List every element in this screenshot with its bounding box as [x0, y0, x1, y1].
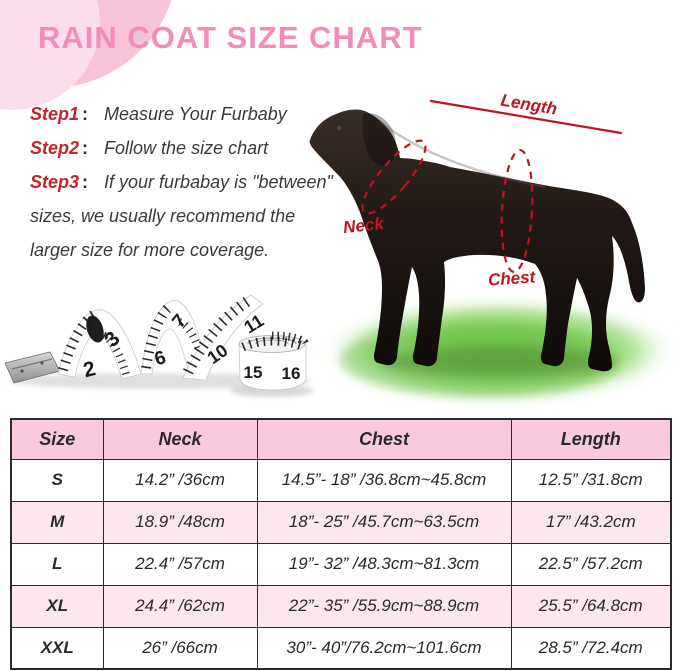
step-2-text: Follow the size chart — [104, 138, 269, 158]
tape-number: 2 — [81, 357, 98, 382]
dog-shadow — [382, 347, 618, 377]
header-length: Length — [510, 418, 672, 460]
tape-metal-end — [4, 351, 61, 384]
cell-neck: 18.9” /48cm — [102, 500, 258, 544]
dog-back-sheen — [379, 120, 546, 189]
step-2-label: Step2 — [30, 138, 80, 158]
chest-annotation: Chest — [487, 148, 537, 290]
step-1-text: Measure Your Furbaby — [104, 104, 287, 124]
cell-neck: 14.2” /36cm — [102, 458, 258, 502]
table-row: S 14.2” /36cm 14.5”- 18” /36.8cm~45.8cm … — [10, 458, 672, 502]
step-1-label: Step1 — [30, 104, 80, 124]
dog-eye — [336, 125, 342, 131]
step-3: Step3: If your furbabay is "between" — [30, 172, 333, 192]
page-title: RAIN COAT SIZE CHART — [38, 20, 423, 55]
step-3-continuation-1: sizes, we usually recommend the — [30, 206, 296, 226]
cell-length: 17” /43.2cm — [510, 500, 672, 544]
chest-label: Chest — [487, 267, 537, 289]
grass — [320, 297, 679, 405]
neck-annotation: Neck — [342, 139, 427, 237]
tape-number: 16 — [282, 364, 301, 383]
cell-neck: 24.4” /62cm — [102, 584, 258, 628]
tape-number: 11 — [240, 310, 267, 337]
cell-length: 12.5” /31.8cm — [510, 458, 672, 502]
cell-chest: 22”- 35” /55.9cm~88.9cm — [256, 584, 512, 628]
cell-neck: 22.4” /57cm — [102, 542, 258, 586]
dog-ear — [362, 113, 397, 166]
length-line — [429, 99, 623, 135]
cell-size: XXL — [10, 626, 104, 670]
cell-size: M — [10, 500, 104, 544]
header-chest: Chest — [256, 418, 512, 460]
cell-chest: 14.5”- 18” /36.8cm~45.8cm — [256, 458, 512, 502]
tape-number: 7 — [168, 311, 191, 333]
length-annotation: Length — [429, 91, 623, 135]
table-row: XL 24.4” /62cm 22”- 35” /55.9cm~88.9cm 2… — [10, 584, 672, 628]
header-size: Size — [10, 418, 104, 460]
cell-neck: 26” /66cm — [102, 626, 258, 670]
cell-size: L — [10, 542, 104, 586]
neck-measure-ellipse — [361, 139, 427, 215]
tape-number: 10 — [204, 340, 232, 368]
step-3-label: Step3 — [30, 172, 80, 192]
cell-size: XL — [10, 584, 104, 628]
step-2: Step2: Follow the size chart — [30, 138, 269, 158]
step-3-continuation-2: larger size for more coverage. — [30, 240, 270, 260]
tape-roll: 15 16 — [238, 331, 309, 391]
cell-chest: 19”- 32” /48.3cm~81.3cm — [256, 542, 512, 586]
size-chart-table: Size Neck Chest Length S 14.2” /36cm 14.… — [10, 418, 672, 670]
tape-loop-1: 2 3 — [57, 309, 142, 382]
tape-measure-illustration: 2 3 6 7 10 11 — [4, 294, 314, 397]
tape-band: 10 11 — [182, 294, 267, 381]
neck-label: Neck — [342, 214, 386, 237]
table-header-row: Size Neck Chest Length — [10, 418, 672, 460]
cell-length: 28.5” /72.4cm — [510, 626, 672, 670]
tape-number: 3 — [100, 327, 125, 352]
length-label: Length — [499, 91, 558, 119]
step-1: Step1: Measure Your Furbaby — [30, 104, 287, 124]
dog-photo — [309, 109, 645, 372]
tape-loop-2: 6 7 — [140, 300, 208, 376]
cell-chest: 30”- 40”/76.2cm~101.6cm — [256, 626, 512, 670]
tape-number: 6 — [152, 347, 169, 370]
cell-size: S — [10, 458, 104, 502]
header-neck: Neck — [102, 418, 258, 460]
table-row: XXL 26” /66cm 30”- 40”/76.2cm~101.6cm 28… — [10, 626, 672, 670]
cell-length: 22.5” /57.2cm — [510, 542, 672, 586]
table-row: M 18.9” /48cm 18”- 25” /45.7cm~63.5cm 17… — [10, 500, 672, 544]
chest-measure-ellipse — [500, 148, 534, 274]
cell-length: 25.5” /64.8cm — [510, 584, 672, 628]
cell-chest: 18”- 25” /45.7cm~63.5cm — [256, 500, 512, 544]
table-row: L 22.4” /57cm 19”- 32” /48.3cm~81.3cm 22… — [10, 542, 672, 586]
tape-number: 15 — [244, 363, 263, 382]
step-3-text: If your furbabay is "between" — [104, 172, 333, 192]
